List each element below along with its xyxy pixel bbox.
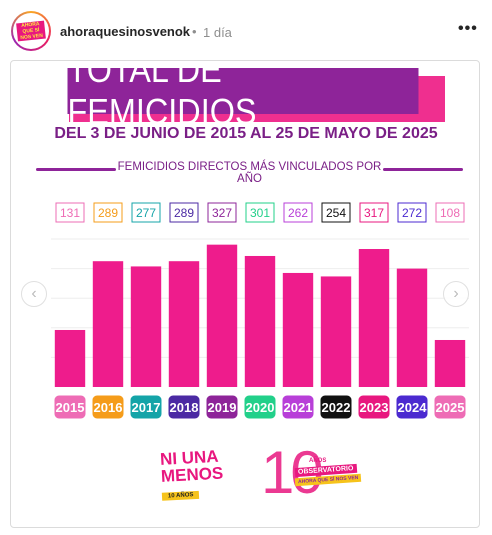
value-box-2016 [93,202,123,223]
value-box-2023 [359,202,389,223]
tick-label-2023: 2023 [360,400,389,415]
year-pill-2024 [395,394,429,420]
bar-2020 [244,255,276,387]
bar-2015 [54,329,86,387]
data-label-2024: 272 [402,206,422,220]
data-label-2020: 301 [250,206,270,220]
data-label-2017: 277 [136,206,156,220]
bar-2016 [92,261,124,387]
chevron-left-icon: ‹ [31,285,37,302]
divider-right [383,168,463,171]
post-time[interactable]: 1 día [203,25,232,40]
bar-chart: 131 2015 289 2016 277 2017 289 2018 327 2019 301 20… [51,202,469,420]
tick-label-2015: 2015 [56,400,85,415]
value-box-2018 [169,202,199,223]
tick-label-2024: 2024 [398,400,428,415]
bar-2022 [320,276,352,387]
bar-2023 [358,249,390,387]
tick-label-2016: 2016 [94,400,123,415]
tick-label-2020: 2020 [246,400,275,415]
year-pill-2018 [167,394,201,420]
value-box-2021 [283,202,313,223]
separator-dot: • [192,24,197,39]
value-box-2020 [245,202,275,223]
niunamenos-badge: 10 AÑOS [161,490,200,501]
value-box-2024 [397,202,427,223]
chevron-right-icon: › [453,285,459,302]
data-label-2019: 327 [212,206,232,220]
avatar-logo: AHORA QUE SÍ NOS VEN [16,20,46,42]
more-horizontal-icon[interactable]: ••• [458,20,478,37]
value-box-2022 [321,202,351,223]
tick-label-2017: 2017 [132,400,161,415]
data-label-2021: 262 [288,206,308,220]
tick-label-2022: 2022 [322,400,351,415]
observatorio-logo: 10 AÑOS OBSERVATORIO AHORA QUE SÍ NOS VE… [261,439,371,506]
section-label: FEMICIDIOS DIRECTOS MÁS VINCULADOS POR A… [117,161,382,185]
niunamenos-logo: NI UNA MENOS 10 AÑOS [160,447,233,506]
bar-2024 [396,268,428,387]
bar-2017 [130,266,162,387]
tick-label-2025: 2025 [436,400,465,415]
bar-2021 [282,272,314,387]
year-pill-2022 [319,394,353,420]
data-label-2023: 317 [364,206,384,220]
value-box-2015 [55,202,85,223]
bar-2025 [434,339,466,387]
year-pill-2020 [243,394,277,420]
bar-2019 [206,244,238,387]
value-box-2019 [207,202,237,223]
tick-label-2018: 2018 [170,400,199,415]
chart-subtitle: DEL 3 DE JUNIO DE 2015 AL 25 DE MAYO DE … [54,125,438,142]
niunamenos-line2: MENOS [160,463,224,486]
year-pill-2016 [91,394,125,420]
post-image: TOTAL DE FEMICIDIOS DEL 3 DE JUNIO DE 20… [10,60,480,528]
bar-2018 [168,261,200,387]
data-label-2016: 289 [98,206,118,220]
avatar[interactable]: AHORA QUE SÍ NOS VEN [11,11,51,51]
data-label-2018: 289 [174,206,194,220]
observatorio-line1: AÑOS [309,458,327,464]
carousel-prev-button[interactable]: ‹ [21,281,47,307]
value-box-2025 [435,202,465,223]
chart-title: TOTAL DE FEMICIDIOS [67,61,419,132]
tick-label-2021: 2021 [284,400,313,415]
data-label-2022: 254 [326,206,346,220]
tick-label-2019: 2019 [208,400,237,415]
carousel-next-button[interactable]: › [443,281,469,307]
data-label-2015: 131 [60,206,80,220]
username[interactable]: ahoraquesinosvenok [60,24,191,39]
year-pill-2023 [357,394,391,420]
year-pill-2021 [281,394,315,420]
year-pill-2017 [129,394,163,420]
year-pill-2025 [433,394,467,420]
divider-left [36,168,116,171]
value-box-2017 [131,202,161,223]
year-pill-2015 [53,394,87,420]
post-header: AHORA QUE SÍ NOS VEN ahoraquesinosvenok … [0,0,492,62]
data-label-2025: 108 [440,206,460,220]
year-pill-2019 [205,394,239,420]
